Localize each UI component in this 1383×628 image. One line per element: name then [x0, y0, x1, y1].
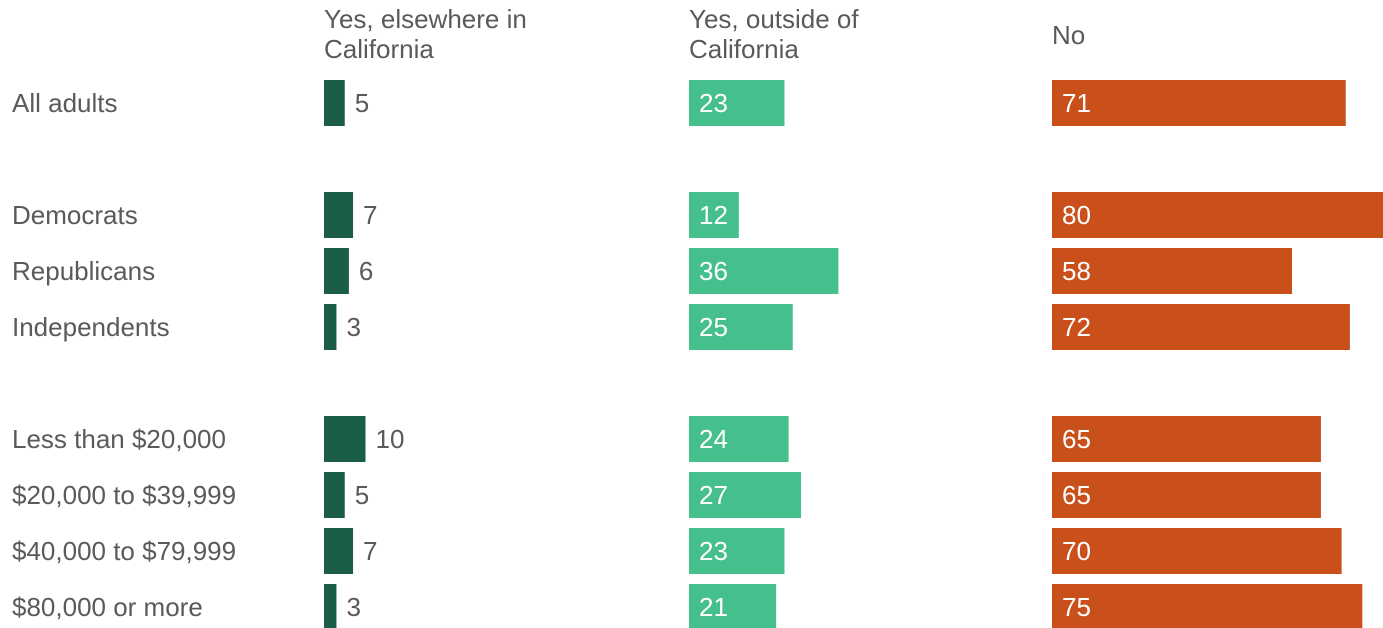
category-label: Independents	[12, 312, 170, 342]
value-label: 21	[699, 592, 728, 622]
bar	[689, 584, 777, 628]
bar	[689, 248, 839, 294]
bars: 5763105732312362524272321718058726565707…	[324, 80, 1383, 628]
bar	[689, 304, 793, 350]
value-label: 72	[1062, 312, 1091, 342]
value-label: 70	[1062, 536, 1091, 566]
bar	[324, 584, 337, 628]
value-label: 5	[355, 480, 369, 510]
bar	[324, 192, 354, 238]
value-label: 3	[346, 312, 360, 342]
bar	[324, 248, 349, 294]
series-header-0-line-1: California	[324, 34, 434, 64]
bar	[1052, 528, 1342, 574]
series-header-1-line-0: Yes, outside of	[689, 4, 859, 34]
value-label: 23	[699, 536, 728, 566]
value-label: 25	[699, 312, 728, 342]
bar	[1052, 416, 1321, 462]
category-label: $40,000 to $79,999	[12, 536, 236, 566]
category-labels: All adults Democrats Republicans Independen…	[12, 88, 236, 622]
value-label: 3	[346, 592, 360, 622]
bar	[689, 80, 785, 126]
value-label: 6	[359, 256, 373, 286]
value-label: 75	[1062, 592, 1091, 622]
value-label: 80	[1062, 200, 1091, 230]
value-label: 7	[363, 200, 377, 230]
series-header-0-line-0: Yes, elsewhere in	[324, 4, 527, 34]
value-label: 24	[699, 424, 728, 454]
bar	[1052, 304, 1350, 350]
bar	[1052, 80, 1346, 126]
bar	[689, 472, 802, 518]
category-label: $20,000 to $39,999	[12, 480, 236, 510]
value-label: 7	[363, 536, 377, 566]
bar	[324, 304, 337, 350]
series-header-2-line-0: No	[1052, 20, 1085, 50]
value-label: 65	[1062, 424, 1091, 454]
value-label: 27	[699, 480, 728, 510]
bar	[689, 416, 789, 462]
category-label: Less than $20,000	[12, 424, 226, 454]
value-label: 36	[699, 256, 728, 286]
bar	[1052, 248, 1292, 294]
bar	[324, 472, 345, 518]
bar	[324, 528, 354, 574]
bar	[1052, 192, 1383, 238]
value-label: 23	[699, 88, 728, 118]
value-label: 12	[699, 200, 728, 230]
category-label: All adults	[12, 88, 118, 118]
category-label: Democrats	[12, 200, 138, 230]
bar	[324, 80, 345, 126]
bar	[324, 416, 366, 462]
bar	[689, 192, 739, 238]
value-label: 58	[1062, 256, 1091, 286]
value-label: 10	[376, 424, 405, 454]
category-label: Republicans	[12, 256, 155, 286]
bar	[689, 528, 785, 574]
value-label: 71	[1062, 88, 1091, 118]
value-label: 5	[355, 88, 369, 118]
bar	[1052, 584, 1363, 628]
category-label: $80,000 or more	[12, 592, 203, 622]
value-label: 65	[1062, 480, 1091, 510]
series-header-1-line-1: California	[689, 34, 799, 64]
bar	[1052, 472, 1321, 518]
